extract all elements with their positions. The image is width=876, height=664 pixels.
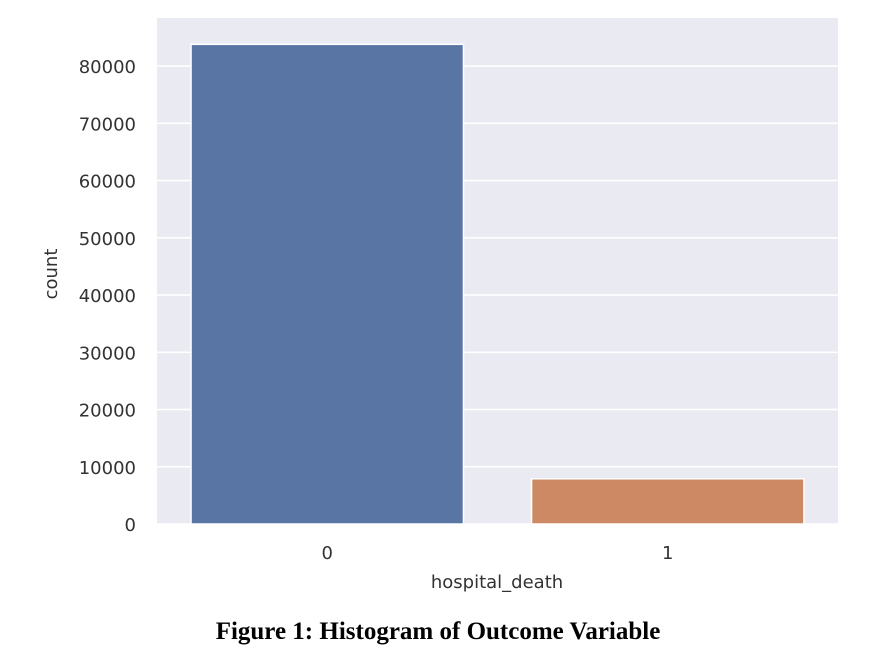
x-tick-label: 0 (322, 543, 333, 564)
x-tick-label: 1 (662, 543, 673, 564)
y-tick-label: 50000 (79, 229, 136, 250)
bar-0 (190, 43, 465, 525)
y-tick-label: 20000 (79, 401, 136, 422)
y-axis-label: count (41, 249, 62, 300)
bar-1 (530, 478, 805, 525)
y-tick-label: 0 (125, 515, 136, 536)
figure-caption: Figure 1: Histogram of Outcome Variable (215, 618, 661, 645)
bars (190, 43, 805, 525)
y-tick-label: 70000 (79, 114, 136, 135)
y-tick-label: 80000 (79, 57, 136, 78)
y-tick-label: 10000 (79, 458, 136, 479)
y-axis-ticks: 0 10000 20000 30000 40000 50000 60000 70000 8000… (79, 57, 136, 536)
y-tick-label: 60000 (79, 172, 136, 193)
y-tick-label: 30000 (79, 343, 136, 364)
y-tick-label: 40000 (79, 286, 136, 307)
x-axis-label: hospital_death (431, 572, 563, 593)
bar-chart: 0 10000 20000 30000 40000 50000 60000 70000 8000… (41, 18, 838, 593)
